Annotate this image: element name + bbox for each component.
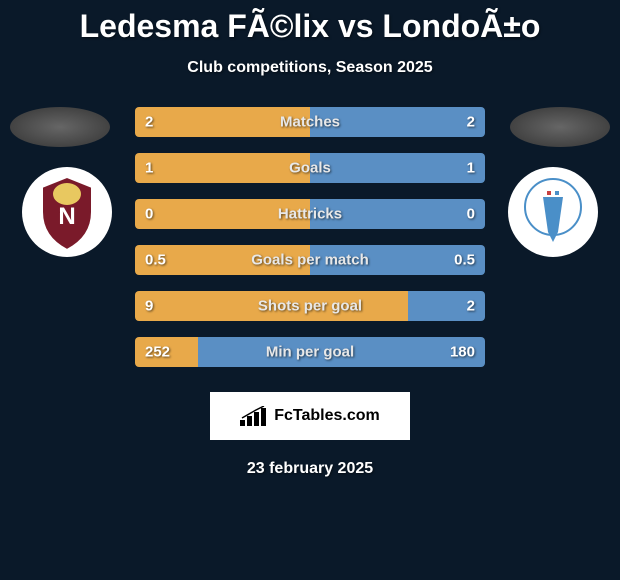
stat-bar: 2 2 Matches	[135, 107, 485, 137]
main-area: N 2 2 Matches 1 1 Goals 0 0 Hattricks 0.5 0.5 Goals…	[0, 107, 620, 367]
branding-box: FcTables.com	[210, 392, 410, 440]
stat-value-left: 1	[145, 160, 153, 177]
stat-label: Goals	[289, 160, 331, 177]
stat-value-right: 180	[450, 344, 475, 361]
stat-bar: 1 1 Goals	[135, 153, 485, 183]
stats-bars: 2 2 Matches 1 1 Goals 0 0 Hattricks 0.5 0.5 Goals p…	[135, 107, 485, 367]
stat-value-right: 0.5	[454, 252, 475, 269]
stat-value-right: 0	[467, 206, 475, 223]
stat-bar: 0 0 Hattricks	[135, 199, 485, 229]
stat-value-left: 0	[145, 206, 153, 223]
comparison-date: 23 february 2025	[0, 460, 620, 478]
stat-bar: 252 180 Min per goal	[135, 337, 485, 367]
stat-bar: 9 2 Shots per goal	[135, 291, 485, 321]
bar-segment-right	[310, 153, 485, 183]
bar-segment-left	[135, 153, 310, 183]
stat-value-left: 252	[145, 344, 170, 361]
club-logo-right	[508, 167, 598, 257]
stat-label: Goals per match	[251, 252, 369, 269]
player-avatar-right	[510, 107, 610, 147]
stat-value-left: 0.5	[145, 252, 166, 269]
svg-text:N: N	[58, 203, 75, 230]
branding-text: FcTables.com	[274, 407, 380, 425]
stat-value-left: 9	[145, 298, 153, 315]
stat-label: Matches	[280, 114, 340, 131]
shield-icon-right	[523, 177, 583, 247]
player-avatar-left	[10, 107, 110, 147]
comparison-subtitle: Club competitions, Season 2025	[0, 59, 620, 77]
shield-icon-left: N	[32, 172, 102, 252]
stat-value-left: 2	[145, 114, 153, 131]
club-logo-left: N	[22, 167, 112, 257]
stat-label: Min per goal	[266, 344, 354, 361]
stat-value-right: 2	[467, 298, 475, 315]
stat-value-right: 1	[467, 160, 475, 177]
chart-icon	[240, 406, 268, 426]
stat-bar: 0.5 0.5 Goals per match	[135, 245, 485, 275]
comparison-title: Ledesma FÃ©lix vs LondoÃ±o	[0, 0, 620, 45]
stat-label: Hattricks	[278, 206, 342, 223]
stat-value-right: 2	[467, 114, 475, 131]
stat-label: Shots per goal	[258, 298, 362, 315]
